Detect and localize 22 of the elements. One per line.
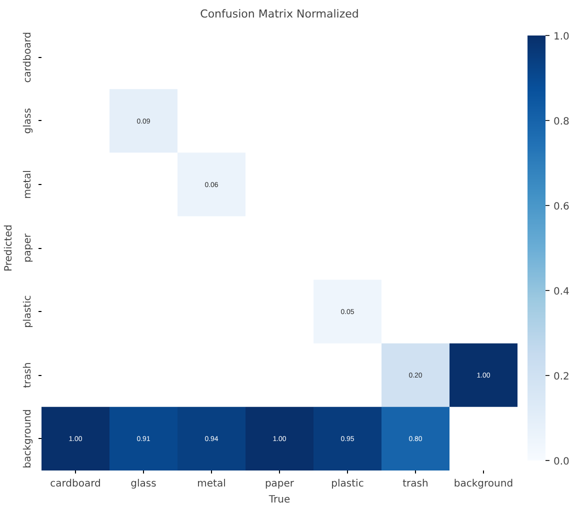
y-axis-title: Predicted [4, 224, 14, 272]
color-bar-label: 0.2 [554, 372, 570, 382]
chart-title: Confusion Matrix Normalized [200, 8, 359, 20]
y-tick-label: glass [22, 108, 34, 134]
y-tick-label: cardboard [22, 32, 34, 83]
x-tick-label: glass [130, 478, 156, 490]
x-tick-label: plastic [331, 478, 364, 490]
y-tick-label: metal [22, 170, 34, 199]
color-bar-label: 0.8 [554, 116, 570, 128]
color-bar-label: 0.6 [554, 202, 570, 212]
x-tick-label: cardboard [50, 478, 101, 490]
color-bar-label: 0.0 [554, 456, 570, 468]
color-bar-label: 0.4 [554, 286, 570, 298]
y-tick-label: trash [22, 362, 34, 388]
y-tick-label: plastic [22, 295, 34, 328]
color-bar-label: 1.0 [554, 32, 570, 42]
x-axis-title: True [268, 494, 290, 506]
x-tick-label: paper [264, 478, 295, 490]
x-tick-label: trash [402, 478, 428, 490]
x-tick-label: background [454, 478, 514, 490]
x-tick-label: metal [197, 478, 226, 490]
y-tick-label: paper [22, 232, 34, 263]
